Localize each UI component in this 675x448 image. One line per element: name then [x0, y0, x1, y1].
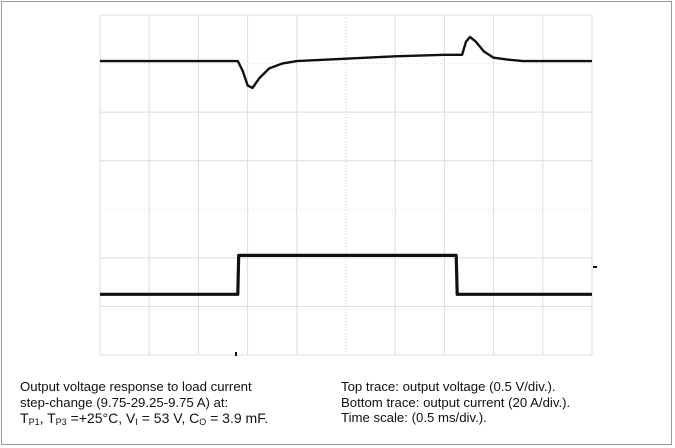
separator: , — [39, 410, 48, 426]
voltage-trace — [100, 35, 592, 90]
co-subscript: O — [199, 417, 207, 427]
bottom-trace-note: Bottom trace: output current (20 A/div.)… — [341, 394, 571, 410]
tp3-symbol: T — [47, 410, 56, 426]
caption-right: Top trace: output voltage (0.5 V/div.). … — [341, 379, 570, 426]
caption-left-line1: Output voltage response to load current — [20, 379, 252, 394]
tp3-subscript: P3 — [55, 417, 67, 427]
top-trace-note: Top trace: output voltage (0.5 V/div.). — [341, 379, 556, 394]
caption-conditions: TP1, TP3 =+25°C, VI = 53 V, CO = 3.9 mF. — [20, 410, 268, 431]
plot-traces — [100, 35, 597, 356]
time-scale-note: Time scale: (0.5 ms/div.). — [341, 410, 487, 425]
co-value: = 3.9 mF. — [206, 410, 269, 426]
current-trace — [100, 253, 592, 296]
vi-value: = 53 V, C — [137, 410, 200, 426]
caption-left: Output voltage response to load current … — [20, 379, 268, 431]
temperature-text: =+25°C, V — [66, 410, 136, 426]
vi-subscript: I — [135, 417, 138, 427]
tp1-symbol: T — [20, 410, 29, 426]
caption-left-line2: step-change (9.75-29.25-9.75 A) at: — [20, 394, 229, 410]
tp1-subscript: P1 — [28, 417, 40, 427]
plot-grid — [99, 14, 593, 356]
